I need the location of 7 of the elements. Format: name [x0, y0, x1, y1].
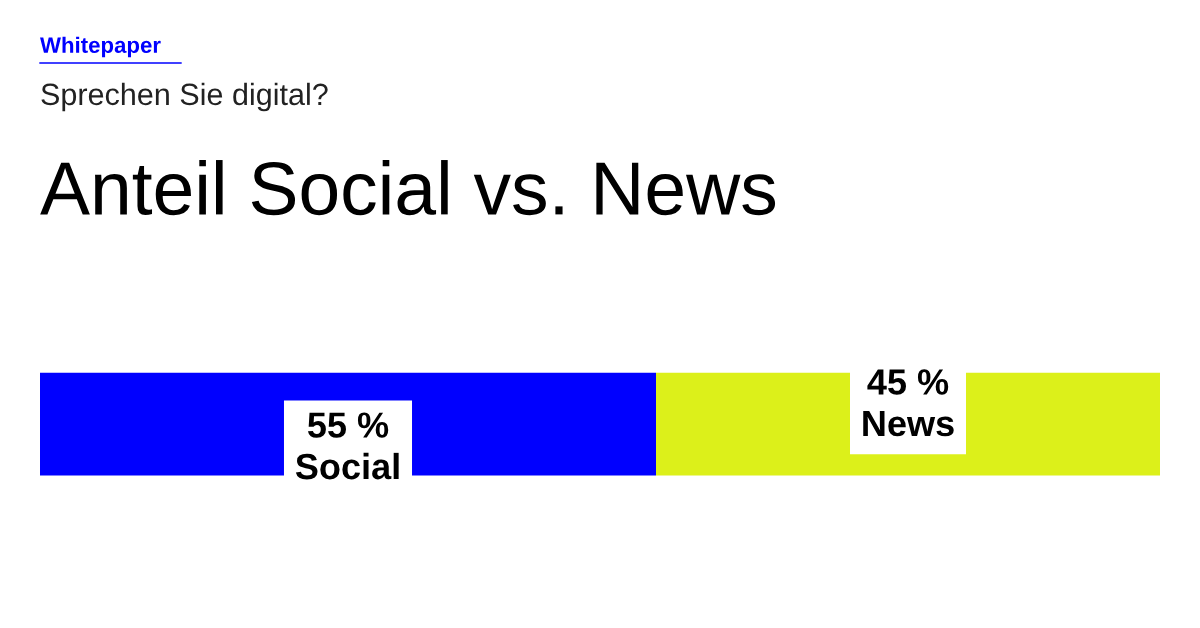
data-label: 45 %: [867, 369, 949, 395]
series-label: Social: [295, 452, 399, 480]
series-label: News: [863, 411, 954, 437]
chart-title: Anteil Social vs. News: [40, 160, 776, 216]
text: Whitepaper: [40, 36, 161, 58]
data-label: 55 %: [307, 412, 389, 438]
chart-subtitle: Sprechen Sie digital?: [41, 82, 328, 112]
